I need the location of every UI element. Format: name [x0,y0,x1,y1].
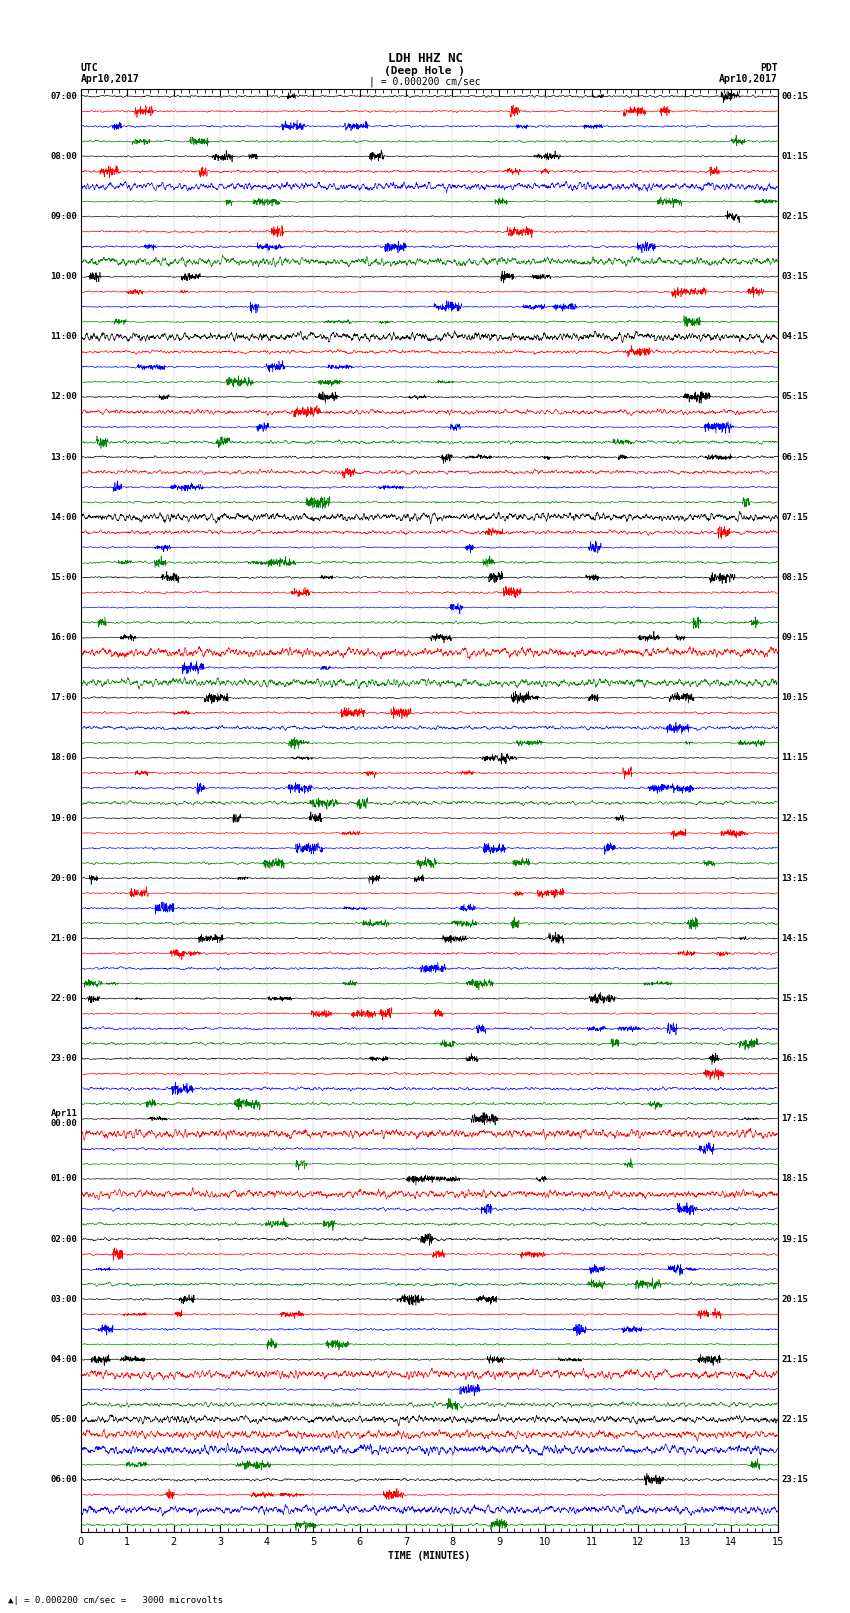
Text: 04:15: 04:15 [781,332,808,342]
Text: 02:15: 02:15 [781,211,808,221]
Text: 09:15: 09:15 [781,632,808,642]
Text: 17:15: 17:15 [781,1115,808,1123]
Text: 15:15: 15:15 [781,994,808,1003]
Text: 20:00: 20:00 [50,874,77,882]
Text: 11:00: 11:00 [50,332,77,342]
Text: 07:15: 07:15 [781,513,808,521]
Text: PDT: PDT [760,63,778,73]
Text: 03:15: 03:15 [781,273,808,281]
Text: 00:15: 00:15 [781,92,808,100]
Text: 16:15: 16:15 [781,1055,808,1063]
Text: 13:15: 13:15 [781,874,808,882]
Text: 14:15: 14:15 [781,934,808,944]
Text: 22:15: 22:15 [781,1415,808,1424]
Text: 23:00: 23:00 [50,1055,77,1063]
Text: 10:15: 10:15 [781,694,808,702]
Text: 00:00: 00:00 [50,1119,77,1127]
Text: 04:00: 04:00 [50,1355,77,1365]
Text: 21:00: 21:00 [50,934,77,944]
Text: 17:00: 17:00 [50,694,77,702]
Text: 06:15: 06:15 [781,453,808,461]
Text: 03:00: 03:00 [50,1295,77,1303]
Text: 01:15: 01:15 [781,152,808,161]
Text: Apr10,2017: Apr10,2017 [81,74,139,84]
Text: 05:00: 05:00 [50,1415,77,1424]
Text: 08:15: 08:15 [781,573,808,582]
Text: 21:15: 21:15 [781,1355,808,1365]
Text: 05:15: 05:15 [781,392,808,402]
Text: 19:00: 19:00 [50,813,77,823]
Text: 23:15: 23:15 [781,1476,808,1484]
Text: 08:00: 08:00 [50,152,77,161]
Text: (Deep Hole ): (Deep Hole ) [384,66,466,76]
Text: 10:00: 10:00 [50,273,77,281]
Text: 15:00: 15:00 [50,573,77,582]
Text: ▲| = 0.000200 cm/sec =   3000 microvolts: ▲| = 0.000200 cm/sec = 3000 microvolts [8,1595,224,1605]
Text: 12:15: 12:15 [781,813,808,823]
Text: 11:15: 11:15 [781,753,808,763]
Text: 07:00: 07:00 [50,92,77,100]
Text: Apr11: Apr11 [50,1110,77,1118]
Text: 18:15: 18:15 [781,1174,808,1184]
Text: 20:15: 20:15 [781,1295,808,1303]
Text: 02:00: 02:00 [50,1234,77,1244]
Text: UTC: UTC [81,63,99,73]
Text: 12:00: 12:00 [50,392,77,402]
Text: 22:00: 22:00 [50,994,77,1003]
Text: 13:00: 13:00 [50,453,77,461]
Text: | = 0.000200 cm/sec: | = 0.000200 cm/sec [369,76,481,87]
Text: LDH HHZ NC: LDH HHZ NC [388,52,462,65]
Text: 06:00: 06:00 [50,1476,77,1484]
Text: 18:00: 18:00 [50,753,77,763]
Text: 19:15: 19:15 [781,1234,808,1244]
Text: Apr10,2017: Apr10,2017 [719,74,778,84]
X-axis label: TIME (MINUTES): TIME (MINUTES) [388,1552,470,1561]
Text: 16:00: 16:00 [50,632,77,642]
Text: 14:00: 14:00 [50,513,77,521]
Text: 09:00: 09:00 [50,211,77,221]
Text: 01:00: 01:00 [50,1174,77,1184]
